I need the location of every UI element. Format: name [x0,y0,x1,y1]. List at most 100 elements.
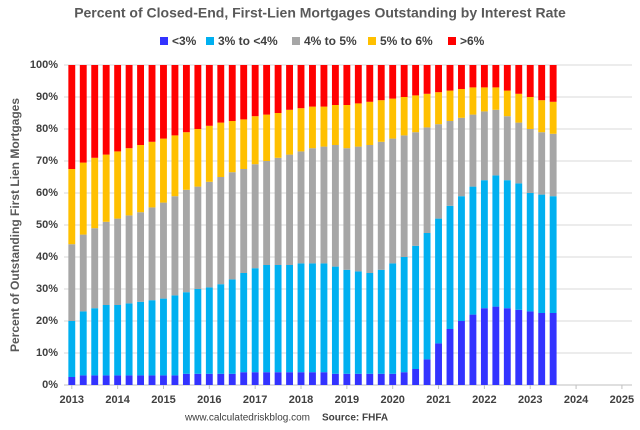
bar-segment [297,151,305,264]
bar-segment [79,234,87,312]
chart-title: Percent of Closed-End, First-Lien Mortga… [74,5,566,21]
bar-segment [217,122,225,177]
bar-segment [263,65,271,115]
bar-segment [114,375,122,385]
bar-segment [458,89,465,118]
bar-segment [68,321,76,377]
legend-label: 3% to <4% [218,34,278,48]
bar-segment [148,300,156,376]
bar-segment [458,196,465,321]
bar-segment [194,289,202,374]
bar-segment [538,65,546,101]
bar-segment [160,202,167,299]
bar-segment [343,148,351,270]
bar-segment [114,305,122,376]
bar-segment [91,228,99,309]
legend-swatch [292,37,300,45]
bar-segment [137,145,144,213]
bar-segment [446,65,454,91]
bar-segment [274,65,282,113]
y-tick-label: 90% [36,91,58,103]
bar-segment [194,129,202,187]
legend-label: 5% to 6% [380,34,433,48]
bar-segment [526,129,534,193]
bar-segment [515,122,523,184]
bar-segment [549,313,557,385]
bar-segment [125,65,133,149]
bar-segment [137,375,144,385]
bar-segment [125,375,133,385]
bar-segment [160,298,167,376]
bar-segment [492,175,500,307]
bar-segment [366,373,374,385]
bar-segment [480,65,488,88]
bar-segment [79,65,87,163]
bar-segment [343,269,351,374]
bar-segment [366,65,374,102]
y-tick-label: 50% [36,219,58,231]
bar-segment [297,263,305,373]
bar-segment [171,135,179,197]
bar-segment [435,124,442,219]
bar-segment [480,111,488,181]
bar-segment [240,273,248,373]
bar-segment [469,186,477,315]
bar-segment [182,292,190,374]
bar-segment [91,375,99,385]
bar-segment [412,369,420,385]
legend-swatch [368,37,376,45]
bar-segment [412,65,420,96]
bar-segment [286,65,293,110]
bar-segment [102,375,110,385]
bar-segment [366,101,374,145]
bar-segment [469,65,477,88]
bar-segment [137,212,144,302]
bar-segment [309,263,316,373]
bar-segment [515,183,523,310]
bar-segment [228,65,236,121]
bar-segment [79,375,87,385]
bar-segment [320,106,328,147]
legend-swatch [206,37,214,45]
bar-segment [91,308,99,376]
bar-segment [171,65,179,136]
bar-segment [435,65,442,93]
bar-segment [354,373,362,385]
bar-segment [343,105,351,149]
bar-segment [251,65,259,117]
x-tick-label: 2025 [610,394,634,406]
bar-segment [68,169,76,245]
bar-segment [228,121,236,173]
y-tick-label: 10% [36,347,58,359]
bar-segment [515,65,523,94]
bar-segment [423,127,431,233]
bar-segment [446,205,454,329]
bar-segment [286,265,293,373]
x-tick-label: 2023 [518,394,542,406]
bar-segment [263,161,271,265]
bar-segment [309,372,316,385]
bar-segment [320,372,328,385]
bar-segment [286,372,293,385]
y-tick-label: 80% [36,123,58,135]
legend-swatch [448,37,456,45]
x-tick-label: 2020 [380,394,404,406]
bar-segment [171,295,179,376]
bar-segment [503,90,511,117]
bar-segment [228,172,236,280]
legend-label: <3% [172,34,197,48]
bar-segment [549,133,557,197]
bar-segment [320,263,328,373]
x-tick-label: 2014 [105,394,130,406]
bar-segment [446,329,454,385]
x-tick-label: 2024 [564,394,589,406]
bar-segment [446,90,454,121]
bar-segment [91,157,99,229]
bar-segment [160,138,167,203]
bar-segment [343,65,351,105]
bar-segment [538,194,546,313]
bar-segment [503,180,511,309]
bar-segment [240,372,248,385]
bar-segment [331,373,339,385]
bar-segment [309,148,316,264]
